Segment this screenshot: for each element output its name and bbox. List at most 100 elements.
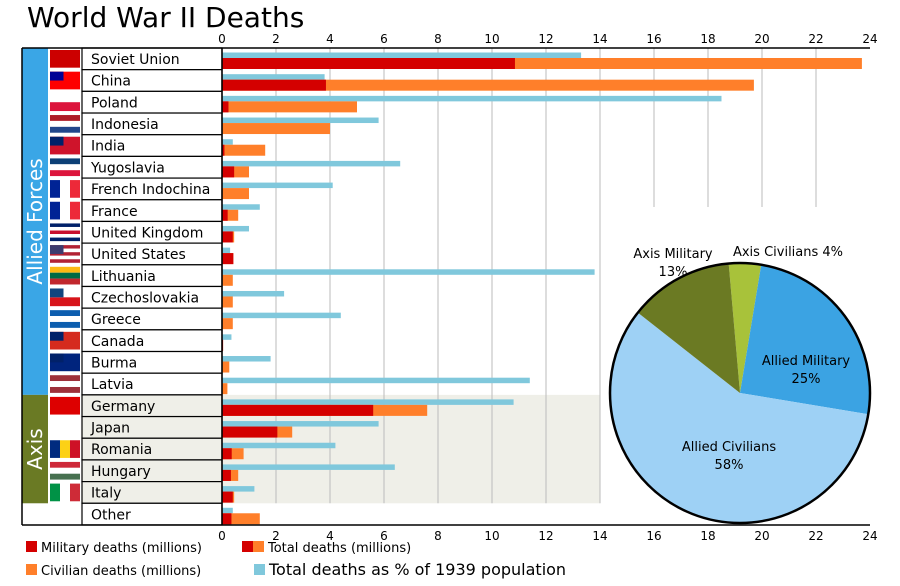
country-label: Burma (91, 356, 137, 372)
military-deaths-bar (222, 469, 231, 481)
total-deaths-bar (222, 123, 330, 135)
country-label: Poland (91, 95, 138, 111)
flag-stripe (50, 375, 80, 382)
flag-stripe (50, 467, 80, 474)
x-tick-label-top: 6 (380, 32, 388, 46)
percent-bar (222, 377, 530, 384)
military-deaths-bar (222, 166, 235, 178)
flag-stripe (50, 93, 80, 103)
x-tick-label-bottom: 20 (754, 529, 769, 543)
country-label: Romania (91, 442, 152, 458)
total-deaths-bar (222, 144, 266, 156)
country-label: Indonesia (91, 117, 159, 133)
flag-canton (50, 331, 64, 341)
total-deaths-bar (222, 188, 249, 200)
legend-swatch (242, 541, 253, 552)
military-deaths-bar (222, 231, 233, 243)
country-label: France (91, 204, 138, 220)
percent-bar (222, 507, 233, 514)
chart-title: World War II Deaths (27, 1, 304, 34)
x-tick-label-bottom: 12 (538, 529, 553, 543)
x-tick-label-top: 22 (808, 32, 823, 46)
group-label: Allied Forces (23, 158, 47, 284)
percent-bar (222, 486, 255, 492)
x-tick-label-bottom: 6 (380, 529, 388, 543)
flag-icon (50, 418, 80, 437)
percent-bar (222, 52, 582, 58)
country-label: Lithuania (91, 269, 156, 285)
percent-bar (222, 160, 401, 167)
percent-bar (222, 356, 271, 362)
flag-stripe (50, 266, 80, 273)
flag-stripe (70, 483, 80, 502)
flag-stripe (50, 418, 80, 437)
flag-stripe (50, 297, 80, 307)
flag-canton (50, 288, 64, 298)
x-tick-label-top: 0 (218, 32, 226, 46)
flag-stripe (50, 255, 80, 260)
pie-slice (740, 264, 870, 415)
military-deaths-bar (222, 79, 326, 91)
legend-swatch (26, 564, 37, 575)
flag-canton (50, 136, 64, 146)
percent-bar (222, 421, 379, 427)
percent-bar (222, 204, 260, 210)
percent-bar (222, 399, 514, 405)
legend-label: Civilian deaths (millions) (41, 564, 201, 579)
flag-stripe (50, 505, 80, 523)
flag-stripe (50, 259, 80, 263)
flag-stripe (50, 120, 80, 127)
x-tick-label-top: 4 (326, 32, 334, 46)
x-tick-label-top: 24 (862, 32, 877, 46)
flag-stripe (60, 440, 70, 458)
military-deaths-bar (222, 253, 234, 265)
flag-icon (50, 266, 80, 285)
pie-label: Axis Military (633, 247, 713, 262)
country-label: Latvia (91, 377, 134, 393)
x-tick-label-bottom: 18 (700, 529, 715, 543)
flag-icon (50, 331, 80, 350)
pie-slice (637, 263, 740, 393)
total-deaths-bar (222, 296, 233, 308)
flag-icon (50, 288, 80, 307)
country-label: Greece (91, 312, 141, 328)
percent-bar (222, 247, 231, 254)
flag-stripe (50, 230, 80, 235)
total-deaths-bar (222, 513, 260, 525)
percent-bar (222, 334, 232, 340)
flag-stripe (50, 248, 80, 253)
x-tick-label-bottom: 8 (434, 529, 442, 543)
military-deaths-bar (222, 144, 225, 156)
flag-stripe (50, 483, 60, 502)
pie-outline (608, 261, 872, 525)
military-deaths-bar (222, 491, 233, 503)
legend-swatch (26, 541, 37, 552)
flag-stripe (50, 50, 80, 68)
country-label: Yugoslavia (90, 160, 165, 176)
flag-icon (50, 483, 80, 502)
flag-icon (50, 50, 80, 68)
pie-percent: 13% (659, 265, 688, 280)
flag-icon (50, 71, 80, 90)
x-tick-label-top: 2 (272, 32, 280, 46)
flag-stripe (70, 440, 80, 458)
military-deaths-bar (222, 58, 515, 69)
percent-bar (222, 442, 336, 449)
flag-stripe (50, 440, 60, 458)
legend-label: Military deaths (millions) (41, 541, 202, 556)
country-label: India (91, 139, 125, 155)
flag-stripe (50, 226, 80, 231)
flag-stripe (50, 102, 80, 112)
military-deaths-bar (222, 404, 374, 416)
flag-stripe (50, 180, 60, 198)
flag-stripe (50, 126, 80, 133)
pie-label: Axis Civilians 4% (733, 245, 843, 260)
legend-label: Total deaths as % of 1939 population (268, 560, 566, 579)
flag-icon (50, 310, 80, 328)
flag-icon (50, 396, 80, 415)
flag-stripe (60, 201, 70, 220)
total-deaths-bar (222, 101, 357, 113)
flag-icon (50, 375, 80, 393)
x-tick-label-bottom: 10 (484, 529, 499, 543)
